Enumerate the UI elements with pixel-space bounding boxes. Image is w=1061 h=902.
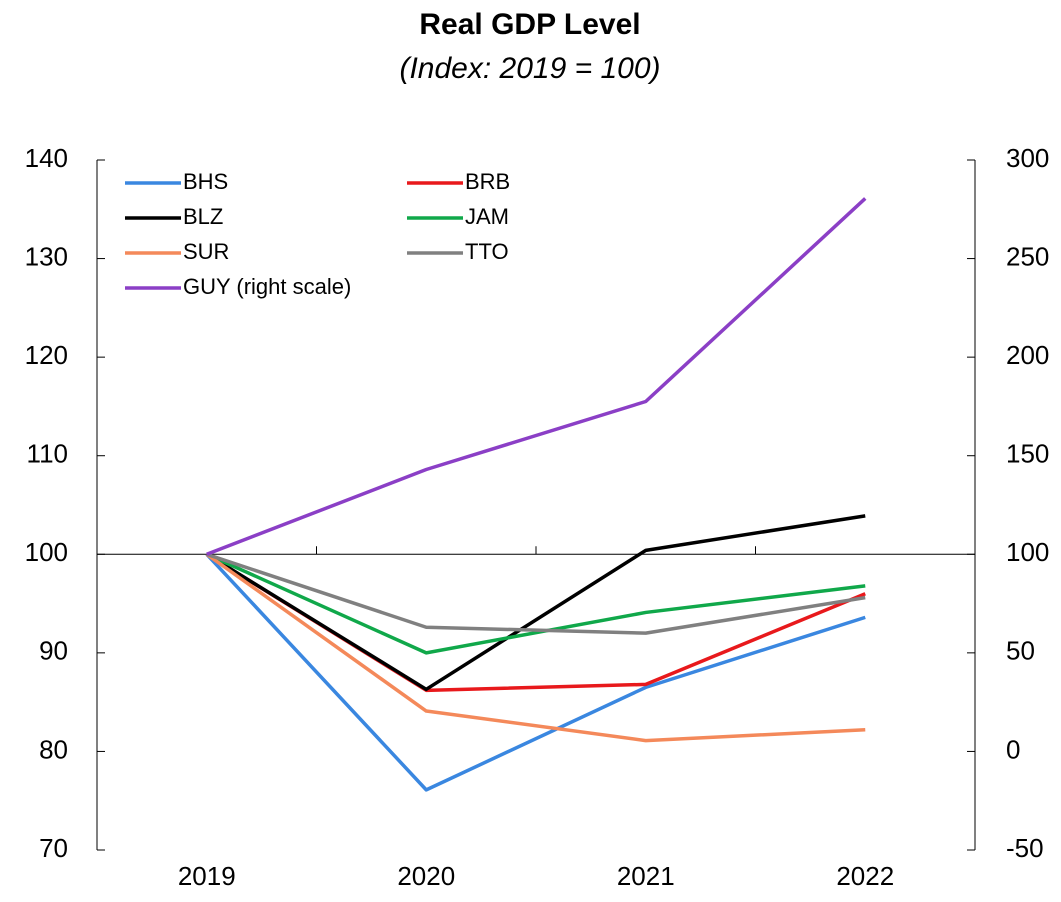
legend-label: GUY (right scale) bbox=[183, 274, 351, 299]
y-tick-label: 70 bbox=[39, 833, 68, 863]
chart-title: Real GDP Level bbox=[419, 8, 640, 41]
legend-label: TTO bbox=[465, 239, 509, 264]
legend-label: JAM bbox=[465, 204, 509, 229]
y-tick-label: 130 bbox=[25, 241, 68, 271]
x-tick-label: 2022 bbox=[836, 861, 894, 891]
x-tick-label: 2021 bbox=[617, 861, 675, 891]
y2-tick-label: -50 bbox=[1006, 833, 1044, 863]
chart-subtitle: (Index: 2019 = 100) bbox=[399, 52, 660, 85]
y-tick-label: 100 bbox=[25, 537, 68, 567]
series-line bbox=[206, 197, 867, 556]
legend-label: BLZ bbox=[183, 204, 223, 229]
y-tick-label: 80 bbox=[39, 734, 68, 764]
x-tick-label: 2019 bbox=[178, 861, 236, 891]
x-tick-label: 2020 bbox=[397, 861, 455, 891]
y2-tick-label: 250 bbox=[1006, 241, 1049, 271]
legend-label: SUR bbox=[183, 239, 229, 264]
y2-tick-label: 0 bbox=[1006, 734, 1020, 764]
series-line bbox=[206, 552, 866, 635]
y2-tick-label: 300 bbox=[1006, 143, 1049, 173]
series-line bbox=[206, 552, 866, 655]
series-line bbox=[205, 514, 866, 692]
y-tick-label: 140 bbox=[25, 143, 68, 173]
legend-label: BRB bbox=[465, 169, 510, 194]
series-line bbox=[205, 552, 866, 743]
y-tick-label: 90 bbox=[39, 636, 68, 666]
y-tick-label: 120 bbox=[25, 340, 68, 370]
y2-tick-label: 50 bbox=[1006, 636, 1035, 666]
y2-tick-label: 150 bbox=[1006, 439, 1049, 469]
legend-label: BHS bbox=[183, 169, 228, 194]
series-line bbox=[205, 553, 866, 792]
y2-tick-label: 200 bbox=[1006, 340, 1049, 370]
y-tick-label: 110 bbox=[27, 439, 68, 469]
y2-tick-label: 100 bbox=[1006, 537, 1049, 567]
series-line bbox=[205, 552, 866, 693]
